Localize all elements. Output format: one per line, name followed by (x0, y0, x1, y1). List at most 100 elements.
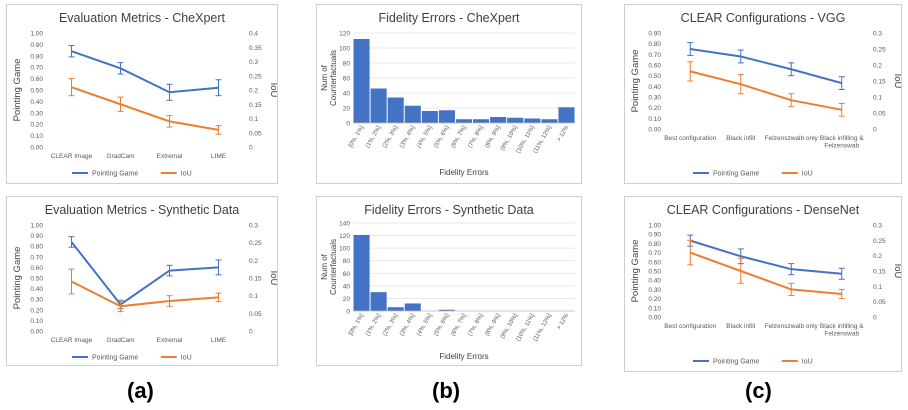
panel-label-a: (a) (127, 378, 154, 403)
y-tick-label: 0.30 (648, 95, 661, 102)
x-tick-label: (6%, 7%] (450, 125, 468, 149)
y-right-tick-label: 0 (249, 329, 253, 336)
x-tick-label: LIME (211, 337, 227, 344)
x-tick-label: CLEAR Image (51, 337, 93, 344)
y-right-tick-label: 0.1 (249, 293, 258, 300)
x-tick-label: Black infilling & Felzenswab (820, 135, 864, 150)
bar (473, 119, 490, 123)
y-right-tick-label: 0.15 (873, 79, 886, 86)
bar (353, 234, 370, 311)
y-right-tick-label: 0.2 (249, 88, 258, 95)
chart-title: CLEAR Configurations - DenseNet (667, 203, 860, 217)
x-tick-label: (1%, 2%] (365, 125, 383, 149)
x-tick-label: (11%, 12%] (533, 313, 554, 343)
chart-panel-clear-vgg: CLEAR Configurations - VGG 0.00 0.10 0.20 0.… (624, 4, 902, 184)
x-tick-label-line: Black infill (726, 135, 755, 142)
y-right-tick-label: 0.05 (873, 299, 886, 306)
y-right-tick-label: 0.05 (249, 130, 262, 137)
y-tick-label: 80 (343, 258, 351, 265)
y-tick-label: 140 (339, 221, 350, 228)
x-tick-label: (5%, 6%] (433, 313, 451, 337)
x-tick-label-line: CLEAR Image (51, 337, 93, 344)
legend-label: Pointing Game (713, 359, 759, 366)
y-tick-label: 80 (343, 61, 351, 68)
y-tick-label: 0.40 (30, 286, 43, 293)
legend-label: Pointing Game (92, 355, 138, 362)
y-right-tick-label: 0 (873, 127, 877, 134)
legend-label: IoU (181, 171, 192, 178)
y-tick-label: 0.80 (648, 241, 661, 248)
chart-panel-evaluation-synthetic: Evaluation Metrics - Synthetic Data 0.00 0… (6, 196, 278, 366)
y-right-tick-label: 0.4 (249, 31, 258, 38)
x-tick-label-line: Felzenswab (824, 331, 859, 338)
x-tick-label-line: GradCam (106, 337, 134, 344)
x-tick-label: (8%, 9%] (485, 125, 503, 149)
y-tick-label: 0.00 (30, 145, 43, 152)
bar (541, 119, 558, 123)
y-right-axis-title: IoU (268, 83, 277, 98)
x-tick-label-line: Black infilling & (820, 323, 864, 330)
x-tick-label: (7%, 8%] (467, 313, 485, 337)
x-tick-label: Black infilling & Felzenswab (820, 323, 864, 338)
y-tick-label: 60 (343, 271, 351, 278)
x-tick-label: > 12% (556, 124, 570, 142)
bar (507, 117, 524, 123)
panel-label-c: (c) (745, 378, 772, 403)
series-line (71, 50, 219, 94)
y-tick-label: 1.00 (30, 223, 43, 230)
y-tick-label: 0.00 (648, 315, 661, 322)
y-right-tick-label: 0 (249, 145, 253, 152)
series-line (70, 241, 219, 306)
y-tick-label: 0.20 (648, 296, 661, 303)
legend-label: IoU (802, 171, 813, 178)
x-tick-label: Black infill (726, 323, 755, 330)
chart-title: Fidelity Errors - Synthetic Data (364, 203, 534, 217)
x-tick-label: [0%, 1%] (348, 313, 365, 337)
chart-title: Evaluation Metrics - Synthetic Data (45, 203, 240, 217)
bar (387, 307, 404, 311)
y-tick-label: 0.20 (648, 105, 661, 112)
legend-label: Pointing Game (92, 171, 138, 178)
x-tick-label: Felzenszwalb only (765, 135, 819, 142)
x-tick-label: (7%, 8%] (467, 125, 485, 149)
series-line (689, 239, 842, 275)
x-tick-label: Extremal (157, 337, 183, 344)
x-tick-label: CLEAR Image (51, 153, 93, 160)
y-right-tick-label: 0.1 (873, 95, 882, 102)
y-axis-title: Pointing Game (12, 247, 23, 310)
chart-title: Fidelity Errors - CheXpert (378, 11, 520, 25)
y-tick-label: 0.10 (30, 318, 43, 325)
y-tick-label: 0.90 (648, 31, 661, 38)
y-right-tick-label: 0.15 (249, 276, 262, 283)
y-tick-label: 0.60 (648, 63, 661, 70)
chart-title: CLEAR Configurations - VGG (681, 11, 846, 25)
x-tick-label: Best configuration (664, 323, 716, 330)
x-tick-label-line: Felzenszwalb only (765, 135, 819, 142)
y-tick-label: 0.00 (648, 127, 661, 134)
y-tick-label: 0 (346, 121, 350, 128)
chart-panel-fidelity-synthetic: Fidelity Errors - Synthetic Data 0 20 40 60 8… (316, 196, 582, 366)
x-tick-label: LIME (211, 153, 227, 160)
y-tick-label: 0.60 (30, 265, 43, 272)
y-right-axis-title: IoU (892, 74, 901, 89)
x-tick-label: (1%, 2%] (365, 313, 383, 337)
chart-title: Evaluation Metrics - CheXpert (59, 11, 226, 25)
x-tick-label: (9%, 10%] (500, 313, 519, 340)
y-axis-title-line: Num of (320, 64, 329, 91)
y-tick-label: 0.50 (648, 269, 661, 276)
y-tick-label: 0.50 (30, 276, 43, 283)
chart-panel-evaluation-chexpert: Evaluation Metrics - CheXpert 0.00 0.10 0.2… (6, 4, 278, 184)
y-tick-label: 0.10 (648, 116, 661, 123)
x-tick-label-line: LIME (211, 337, 227, 344)
panel-label-b: (b) (432, 378, 461, 403)
legend-label: Pointing Game (713, 171, 759, 178)
chart-svg: CLEAR Configurations - VGG0.000.100.200.… (630, 11, 901, 178)
y-tick-label: 40 (343, 283, 351, 290)
y-tick-label: 0.20 (30, 122, 43, 129)
x-tick-label-line: GradCam (106, 153, 134, 160)
y-right-tick-label: 0.15 (873, 269, 886, 276)
x-tick-label: Felzenszwalb only (765, 323, 819, 330)
x-axis-title: Fidelity Errors (439, 168, 488, 177)
y-tick-label: 0.60 (648, 259, 661, 266)
y-tick-label: 0.50 (30, 88, 43, 95)
